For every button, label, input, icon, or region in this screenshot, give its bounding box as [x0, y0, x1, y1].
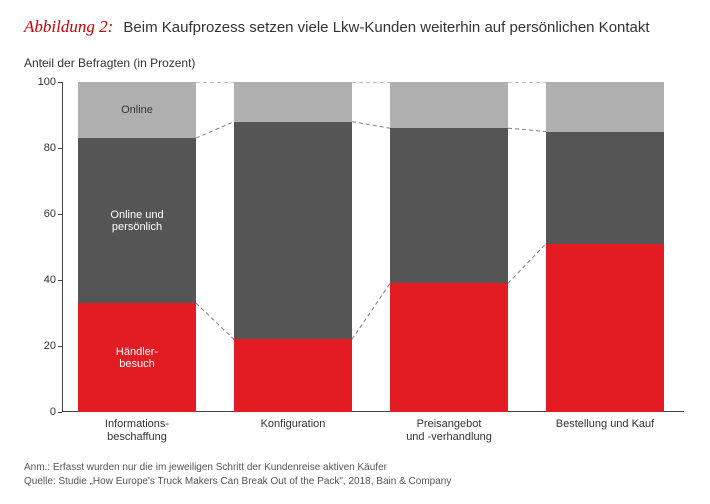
- bar-segment-dealer: [390, 283, 508, 412]
- footnote-source: Quelle: Studie „How Europe's Truck Maker…: [24, 475, 684, 489]
- figure-root: Abbildung 2: Beim Kaufprozess setzen vie…: [0, 0, 710, 504]
- ytick-80: 80: [24, 142, 56, 154]
- bar-segment-online: [234, 82, 352, 122]
- bar-segment-dealer: [234, 339, 352, 412]
- bar-segment-online: [78, 82, 196, 138]
- plot-area: 100 80 60 40 20 0 Händler-besuchOnline u…: [24, 82, 684, 412]
- bar-segment-dealer: [546, 244, 664, 412]
- bar-segment-both: [546, 132, 664, 244]
- ytick-40: 40: [24, 274, 56, 286]
- x-category-label: Bestellung und Kauf: [536, 418, 674, 431]
- bar-segment-dealer: [78, 303, 196, 412]
- x-axis-labels: Informations-beschaffung Konfiguration Pre…: [62, 418, 684, 458]
- footnote-note: Anm.: Erfasst wurden nur die im jeweilig…: [24, 461, 684, 475]
- bar: [390, 82, 508, 412]
- y-axis: 100 80 60 40 20 0: [24, 82, 56, 412]
- figure-label: Abbildung 2:: [24, 17, 113, 36]
- figure-title: Abbildung 2: Beim Kaufprozess setzen vie…: [24, 16, 684, 39]
- ytick-0: 0: [24, 406, 56, 418]
- bar-segment-online: [390, 82, 508, 128]
- bar-segment-both: [390, 128, 508, 283]
- bar: [546, 82, 664, 412]
- chart-area: Händler-besuchOnline undpersönlichOnline: [62, 82, 684, 412]
- x-category-label: Preisangebotund -verhandlung: [380, 418, 518, 444]
- figure-title-text: Beim Kaufprozess setzen viele Lkw-Kunden…: [123, 19, 649, 36]
- bar: [234, 82, 352, 412]
- bar-segment-online: [546, 82, 664, 132]
- x-category-label: Konfiguration: [224, 418, 362, 431]
- ytick-100: 100: [24, 76, 56, 88]
- ytick-20: 20: [24, 340, 56, 352]
- bar: Händler-besuchOnline undpersönlichOnline: [78, 82, 196, 412]
- footnotes: Anm.: Erfasst wurden nur die im jeweilig…: [24, 461, 684, 488]
- bar-segment-both: [234, 122, 352, 340]
- ytick-60: 60: [24, 208, 56, 220]
- figure-subhead: Anteil der Befragten (in Prozent): [24, 56, 195, 70]
- x-category-label: Informations-beschaffung: [68, 418, 206, 444]
- bar-segment-both: [78, 138, 196, 303]
